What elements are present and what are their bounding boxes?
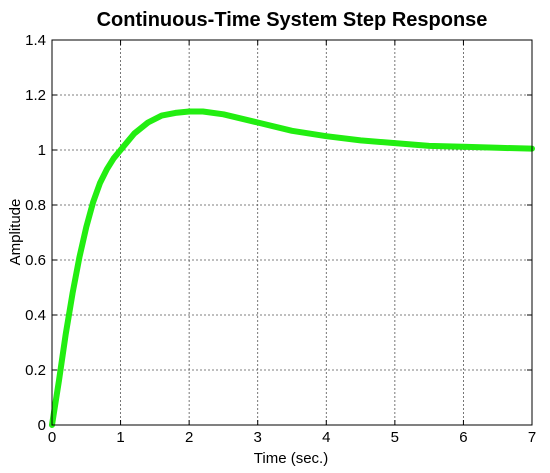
series-layer [49,108,535,428]
tick-labels: 0 1 2 3 4 5 6 7 0 0.2 0.4 0.6 0.8 1 1.2 1.4 [25,32,536,446]
y-tick-label: 0.2 [25,362,46,379]
grid [51,39,533,426]
y-tick-label: 0.6 [25,252,46,269]
x-tick-label: 0 [48,429,56,446]
y-tick-label: 0.8 [25,197,46,214]
x-tick-label: 2 [185,429,193,446]
step-response-line [49,108,535,428]
x-tick-label: 5 [391,429,399,446]
y-tick-label: 1.4 [25,32,46,49]
x-tick-label: 3 [254,429,262,446]
y-tick-label: 0.4 [25,307,46,324]
x-tick-label: 6 [459,429,467,446]
y-tick-label: 1 [38,142,46,159]
y-tick-label: 0 [38,417,46,434]
x-axis-label: Time (sec.) [254,450,328,467]
y-tick-label: 1.2 [25,87,46,104]
x-tick-label: 1 [116,429,124,446]
x-tick-label: 7 [528,429,536,446]
x-tick-label: 4 [322,429,330,446]
plot-frame [51,39,533,426]
y-axis-label: Amplitude [7,199,24,266]
chart-title: Continuous-Time System Step Response [97,9,488,31]
